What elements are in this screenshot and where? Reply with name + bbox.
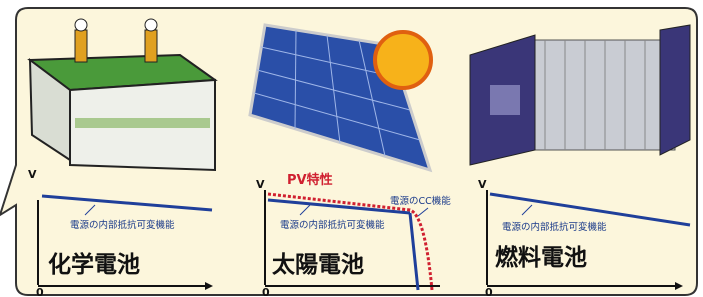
origin-label: 0	[36, 286, 44, 297]
panel-title: 化学電池	[48, 251, 140, 278]
axis-label: V	[28, 168, 37, 181]
axis-label: V	[478, 178, 487, 191]
cc-label: 電源のCC機能	[390, 195, 451, 207]
axis-label: V	[256, 178, 265, 191]
pv-label: PV特性	[287, 172, 333, 188]
curve-label: 電源の内部抵抗可変機能	[280, 219, 385, 231]
diagram: V 0 電源の内部抵抗可変機能 化学電池 V 0 PV特性 電源のCC機能 電源…	[0, 0, 703, 297]
origin-label: 0	[485, 286, 493, 297]
curve-label: 電源の内部抵抗可変機能	[70, 219, 175, 231]
curve-label: 電源の内部抵抗可変機能	[502, 221, 607, 233]
panel-title: 燃料電池	[495, 244, 587, 271]
origin-label: 0	[262, 286, 270, 297]
fuel-cell-illustration	[470, 25, 690, 165]
panel-title: 太陽電池	[272, 252, 364, 278]
